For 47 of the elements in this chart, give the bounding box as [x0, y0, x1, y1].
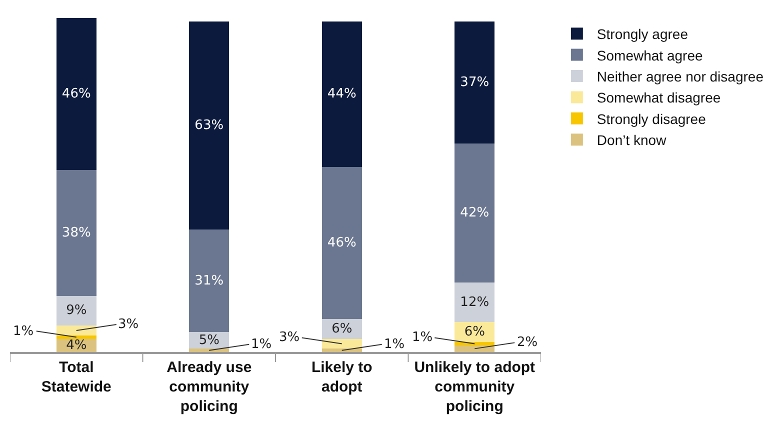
- legend-label: Somewhat agree: [596, 47, 703, 64]
- legend-label: Strongly agree: [596, 26, 688, 42]
- bar: [322, 348, 362, 352]
- bar: [56, 170, 96, 296]
- data-label: 1%: [412, 330, 433, 345]
- data-label: 12%: [460, 294, 490, 310]
- bar: [454, 21, 495, 144]
- bar: [56, 296, 96, 326]
- x-tick-label: Likely to adopt: [311, 359, 372, 396]
- bar: [189, 21, 230, 230]
- legend-label: Neither agree nor disagree: [596, 68, 764, 84]
- bar: [56, 326, 96, 336]
- x-tick-label: Total Statewide: [41, 359, 112, 396]
- bar: [454, 144, 495, 283]
- data-label: 2%: [517, 335, 538, 350]
- data-label: 42%: [460, 206, 490, 221]
- data-label: 6%: [332, 321, 352, 336]
- bar: [454, 282, 495, 322]
- data-label: 63%: [194, 118, 224, 133]
- x-tick-label: Unlikely to adopt community policing: [414, 359, 536, 415]
- data-label: 1%: [13, 324, 34, 339]
- bar: [56, 335, 96, 339]
- data-label: 4%: [66, 338, 87, 353]
- data-label: 31%: [194, 273, 224, 288]
- bar: [322, 166, 362, 319]
- data-label: 1%: [251, 337, 272, 352]
- data-label: 38%: [62, 225, 91, 240]
- data-label: 3%: [279, 330, 300, 345]
- x-tick-label: Already use community policing: [166, 359, 252, 415]
- legend-label: Don’t know: [596, 132, 668, 148]
- legend-label: Somewhat disagree: [596, 90, 721, 106]
- data-label: 5%: [198, 332, 220, 348]
- bar: [454, 342, 495, 346]
- data-label: 46%: [62, 86, 91, 102]
- bar: [189, 348, 230, 352]
- data-label: 3%: [118, 317, 139, 332]
- data-label: 1%: [384, 337, 405, 352]
- bar: [322, 21, 362, 167]
- data-label: 6%: [464, 324, 485, 340]
- data-label: 46%: [327, 235, 356, 250]
- bar: [454, 345, 495, 352]
- data-label: 37%: [460, 74, 490, 90]
- bar: [56, 18, 96, 170]
- data-label: 9%: [66, 303, 87, 318]
- legend-label: Strongly disagree: [596, 110, 706, 127]
- bar: [189, 230, 230, 332]
- data-label: 44%: [327, 86, 356, 102]
